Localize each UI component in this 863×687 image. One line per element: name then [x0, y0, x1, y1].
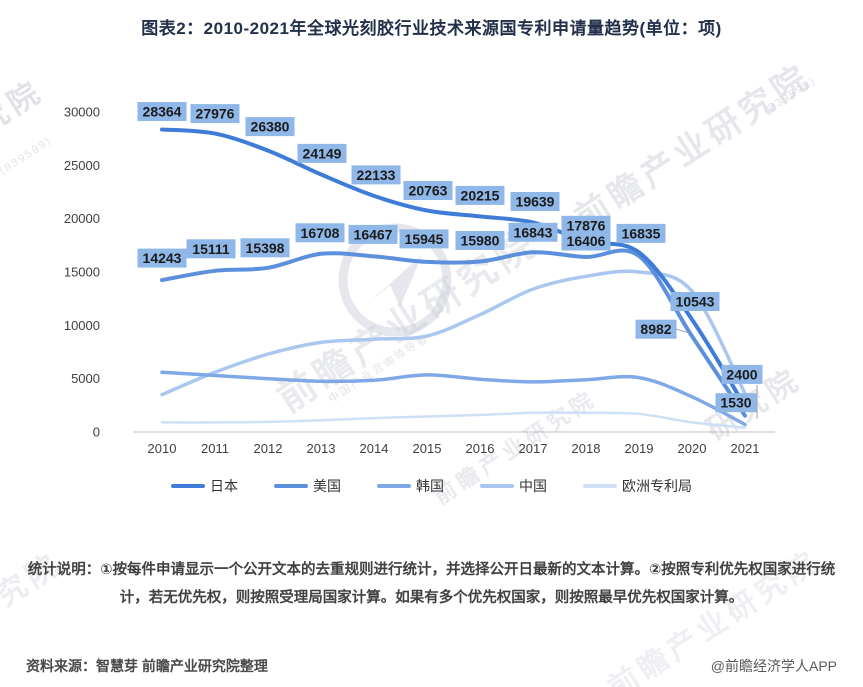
data-label: 2400: [726, 366, 757, 382]
y-axis-tick-label: 25000: [64, 158, 100, 173]
data-label-box: [561, 231, 611, 251]
data-label: 16406: [567, 233, 606, 249]
chart-title: 图表2：2010-2021年全球光刻胶行业技术来源国专利申请量趋势(单位：项): [141, 19, 722, 38]
data-label-box: [616, 223, 666, 243]
legend-swatch-epo: [583, 484, 617, 488]
stats-note: 统计说明：①按每件申请显示一个公开文本的去重规则进行统计，并选择公开日最新的文本…: [27, 562, 836, 607]
data-label: 20763: [409, 183, 448, 199]
data-label-box: [399, 229, 449, 249]
data-label: 14243: [143, 250, 182, 266]
legend-item-china: 中国: [480, 476, 547, 496]
data-label: 20215: [461, 187, 500, 203]
x-axis-tick-label: 2018: [572, 441, 601, 456]
x-axis-tick-label: 2020: [678, 441, 707, 456]
data-label: 27976: [196, 106, 235, 122]
legend-item-epo: 欧洲专利局: [583, 476, 692, 496]
data-label: 19639: [516, 194, 555, 210]
x-axis-tick-label: 2010: [148, 441, 177, 456]
x-axis-tick-label: 2021: [731, 441, 760, 456]
legend-label: 美国: [313, 478, 341, 494]
data-label: 16843: [514, 224, 553, 240]
y-axis-tick-label: 15000: [64, 265, 100, 280]
legend-item-korea: 韩国: [377, 476, 444, 496]
legend-swatch-korea: [377, 484, 411, 488]
legend-item-usa: 美国: [274, 476, 341, 496]
legend-swatch-usa: [274, 484, 308, 488]
data-label-box: [670, 292, 720, 311]
y-axis-tick-label: 5000: [71, 371, 100, 386]
data-label-box: [508, 222, 558, 242]
data-label: 15111: [192, 241, 230, 257]
x-axis-tick-label: 2019: [625, 441, 654, 456]
x-axis-tick-label: 2017: [519, 441, 548, 456]
data-label: 15945: [405, 231, 444, 247]
x-axis-tick-label: 2013: [307, 441, 336, 456]
series-line-epo: [160, 411, 747, 429]
data-label: 28364: [143, 103, 182, 119]
data-label-box: [295, 223, 345, 243]
data-label-box: [455, 231, 505, 250]
footer: 资料来源：智慧芽 前瞻产业研究院整理 @前瞻经济学人APP: [26, 656, 837, 676]
x-axis-tick-label: 2011: [201, 441, 229, 456]
legend-label: 中国: [519, 478, 547, 494]
data-label: 15980: [461, 233, 500, 249]
data-label-box: [455, 185, 505, 205]
data-label-box: [403, 181, 453, 200]
series-line-korea: [160, 370, 747, 427]
data-label-box: [351, 165, 401, 185]
data-label-box: [561, 215, 611, 235]
data-label-box: [715, 393, 757, 413]
line-chart: 0 5000 10000 15000 20000 25000 30000 2010 2011 20…: [64, 102, 775, 456]
data-label: 15398: [246, 240, 285, 256]
data-label-box: [137, 102, 187, 121]
data-label: 22133: [357, 167, 396, 183]
series-line-usa: [160, 248, 747, 418]
chart-legend: 日本 美国 韩国 中国 欧洲专利局: [0, 476, 863, 496]
data-label-box: [190, 104, 240, 124]
data-label-box: [297, 143, 347, 163]
data-label: 1530: [720, 395, 751, 411]
data-label: 16708: [301, 225, 340, 241]
app-credit: @前瞻经济学人APP: [710, 658, 837, 674]
data-label-box: [721, 364, 763, 384]
data-label: 26380: [251, 119, 290, 135]
leader-line: [675, 328, 690, 334]
series-line-japan: [160, 127, 747, 409]
data-label: 24149: [303, 145, 342, 161]
legend-item-japan: 日本: [171, 476, 238, 496]
y-axis-tick-label: 30000: [64, 105, 100, 120]
data-label-box: [635, 319, 677, 339]
legend-swatch-china: [480, 484, 514, 488]
data-label: 17876: [567, 217, 606, 233]
data-label-box: [510, 192, 560, 211]
data-label: 8982: [640, 321, 671, 337]
y-axis-tick-label: 0: [93, 425, 100, 440]
x-axis-tick-label: 2016: [466, 441, 495, 456]
legend-label: 日本: [210, 478, 238, 494]
legend-swatch-japan: [171, 484, 205, 488]
data-label: 16467: [354, 226, 393, 242]
x-axis-tick-label: 2015: [413, 441, 442, 456]
data-label-box: [245, 117, 295, 137]
data-label: 10543: [676, 294, 715, 310]
legend-label: 欧洲专利局: [622, 478, 692, 494]
data-label-box: [186, 239, 236, 259]
legend-label: 韩国: [416, 478, 444, 494]
data-label-box: [240, 238, 290, 258]
y-axis-tick-label: 10000: [64, 318, 100, 333]
data-label-box: [137, 248, 187, 268]
source-text: 资料来源：智慧芽 前瞻产业研究院整理: [26, 658, 268, 674]
x-axis-tick-label: 2012: [254, 441, 283, 456]
y-axis-tick-label: 20000: [64, 211, 100, 226]
x-axis-tick-label: 2014: [360, 441, 389, 456]
data-label-box: [348, 224, 398, 244]
data-label: 16835: [622, 225, 661, 241]
